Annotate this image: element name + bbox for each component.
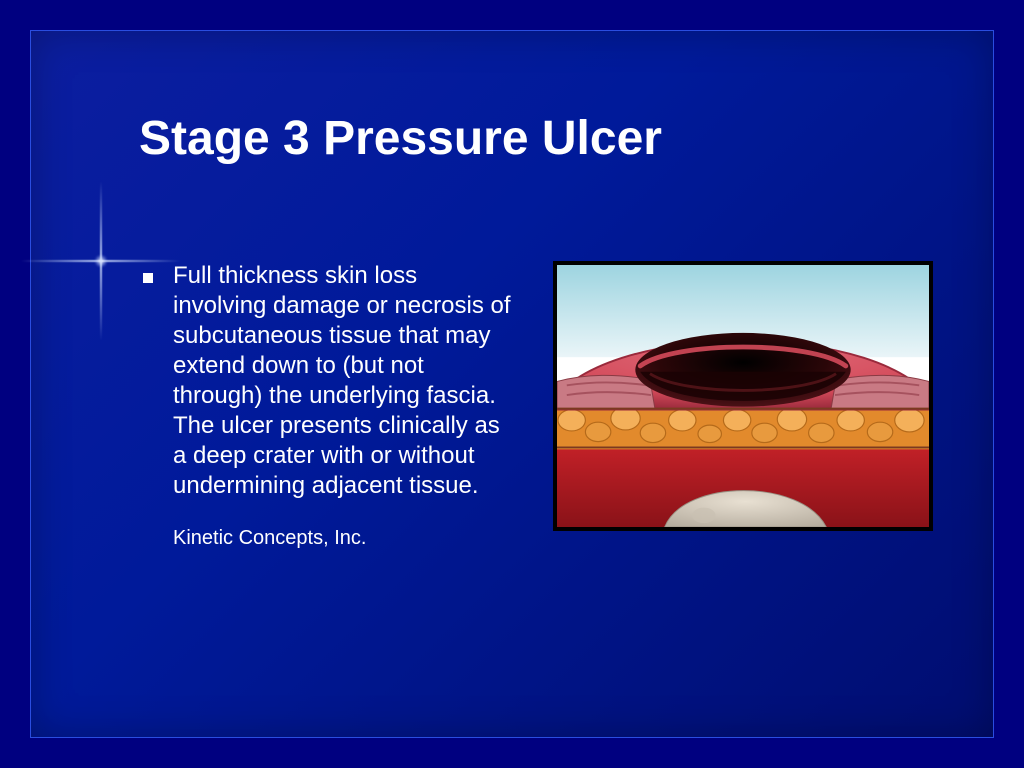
image-column bbox=[553, 261, 933, 550]
slide-title: Stage 3 Pressure Ulcer bbox=[139, 111, 662, 166]
bullet-item: Full thickness skin loss involving damag… bbox=[139, 261, 513, 501]
ulcer-cross-section-svg bbox=[557, 265, 929, 527]
text-column: Full thickness skin loss involving damag… bbox=[139, 261, 513, 550]
ulcer-diagram bbox=[553, 261, 933, 531]
slide-frame: Stage 3 Pressure Ulcer Full thickness sk… bbox=[30, 30, 994, 738]
citation-text: Kinetic Concepts, Inc. bbox=[139, 527, 513, 550]
slide-body: Full thickness skin loss involving damag… bbox=[139, 261, 933, 550]
bullet-list: Full thickness skin loss involving damag… bbox=[139, 261, 513, 501]
